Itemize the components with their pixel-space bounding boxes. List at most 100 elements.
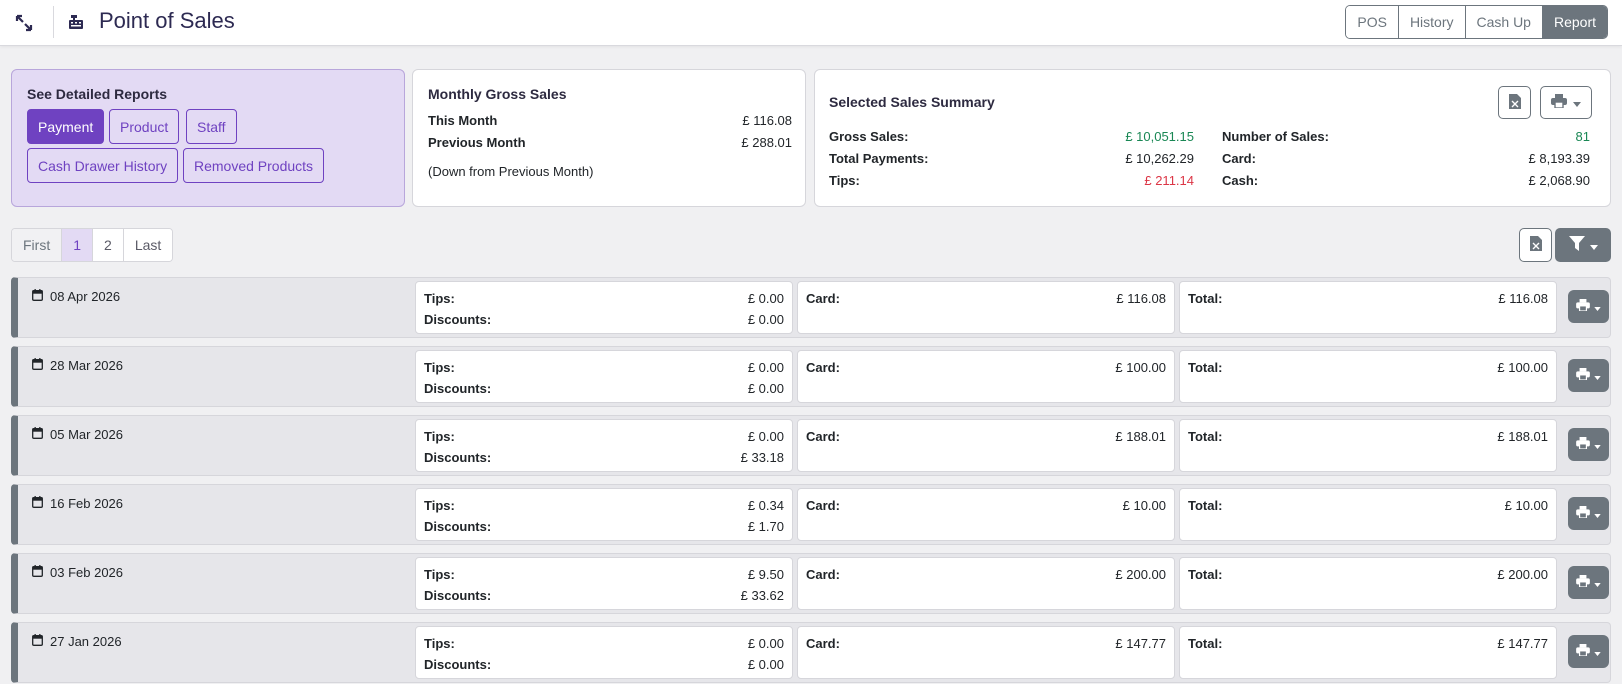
cash-drawer-history-button[interactable]: Cash Drawer History xyxy=(27,148,179,183)
printer-icon xyxy=(1576,368,1590,383)
total-value: £ 147.77 xyxy=(1497,636,1548,651)
sales-day-row[interactable]: 03 Feb 2026 Tips: £ 9.50 Discounts: £ 33… xyxy=(11,553,1611,614)
card-label: Card: xyxy=(806,291,840,306)
row-date-text: 16 Feb 2026 xyxy=(50,496,124,511)
card-cell: Card: £ 188.01 xyxy=(797,419,1175,472)
total-value: £ 116.08 xyxy=(1498,291,1548,306)
discounts-label: Discounts: xyxy=(424,312,492,327)
card-cell: Card: £ 200.00 xyxy=(797,557,1175,610)
tips-label: Tips: xyxy=(424,498,455,513)
summary-cash-value: £ 2,068.90 xyxy=(1528,173,1590,188)
row-print-button[interactable] xyxy=(1568,566,1609,599)
row-date: 05 Mar 2026 xyxy=(32,427,123,442)
card-label: Card: xyxy=(806,567,840,582)
discounts-value: £ 0.00 xyxy=(747,381,784,396)
sales-day-row[interactable]: 27 Jan 2026 Tips: £ 0.00 Discounts: £ 0.… xyxy=(11,622,1611,683)
card-value: £ 10.00 xyxy=(1122,498,1166,513)
page-first[interactable]: First xyxy=(12,229,63,261)
detailed-reports-title: See Detailed Reports xyxy=(27,86,168,102)
row-date-text: 05 Mar 2026 xyxy=(50,427,123,442)
this-month-label: This Month xyxy=(428,113,498,128)
printer-icon xyxy=(1576,506,1590,521)
tips-discounts-cell: Tips: £ 9.50 Discounts: £ 33.62 xyxy=(415,557,793,610)
row-date-text: 28 Mar 2026 xyxy=(50,358,123,373)
summary-card-value: £ 8,193.39 xyxy=(1528,151,1590,166)
row-print-button[interactable] xyxy=(1568,497,1609,530)
discounts-value: £ 33.62 xyxy=(740,588,784,603)
nav-report[interactable]: Report xyxy=(1542,6,1607,38)
cash-register-icon xyxy=(66,12,86,32)
card-label: Card: xyxy=(806,360,840,375)
export-excel-button[interactable] xyxy=(1498,86,1531,119)
expand-icon[interactable] xyxy=(10,10,38,36)
card-label: Card: xyxy=(806,498,840,513)
card-cell: Card: £ 10.00 xyxy=(797,488,1175,541)
total-cell: Total: £ 147.77 xyxy=(1179,626,1557,679)
total-cell: Total: £ 200.00 xyxy=(1179,557,1557,610)
filter-button[interactable] xyxy=(1555,228,1611,262)
export-list-excel-button[interactable] xyxy=(1519,228,1552,262)
page-1[interactable]: 1 xyxy=(62,229,94,261)
calendar-icon xyxy=(32,565,43,580)
row-date: 03 Feb 2026 xyxy=(32,565,123,580)
nav-pos[interactable]: POS xyxy=(1346,6,1399,38)
nav-history[interactable]: History xyxy=(1398,6,1466,38)
discounts-label: Discounts: xyxy=(424,657,492,672)
card-cell: Card: £ 116.08 xyxy=(797,281,1175,334)
summary-tips-value: £ 211.14 xyxy=(1144,173,1194,188)
total-value: £ 100.00 xyxy=(1497,360,1548,375)
payment-report-button[interactable]: Payment xyxy=(27,109,105,144)
row-date-text: 03 Feb 2026 xyxy=(50,565,124,580)
tips-label: Tips: xyxy=(424,429,455,444)
row-date-text: 08 Apr 2026 xyxy=(50,289,121,304)
card-value: £ 100.00 xyxy=(1115,360,1166,375)
sales-summary-title: Selected Sales Summary xyxy=(829,94,995,110)
sales-day-row[interactable]: 16 Feb 2026 Tips: £ 0.34 Discounts: £ 1.… xyxy=(11,484,1611,545)
total-payments-label: Total Payments: xyxy=(829,151,929,166)
card-cell: Card: £ 147.77 xyxy=(797,626,1175,679)
discounts-label: Discounts: xyxy=(424,381,492,396)
print-summary-button[interactable] xyxy=(1540,86,1592,119)
sales-day-row[interactable]: 28 Mar 2026 Tips: £ 0.00 Discounts: £ 0.… xyxy=(11,346,1611,407)
row-print-button[interactable] xyxy=(1568,428,1609,461)
row-print-button[interactable] xyxy=(1568,635,1609,668)
total-value: £ 188.01 xyxy=(1497,429,1548,444)
gross-sales-label: Gross Sales: xyxy=(829,129,909,144)
card-value: £ 116.08 xyxy=(1116,291,1166,306)
total-value: £ 200.00 xyxy=(1497,567,1548,582)
sales-day-row[interactable]: 08 Apr 2026 Tips: £ 0.00 Discounts: £ 0.… xyxy=(11,277,1611,338)
staff-report-button[interactable]: Staff xyxy=(186,109,237,144)
total-cell: Total: £ 188.01 xyxy=(1179,419,1557,472)
total-label: Total: xyxy=(1188,636,1223,651)
row-print-button[interactable] xyxy=(1568,359,1609,392)
total-label: Total: xyxy=(1188,498,1223,513)
printer-icon xyxy=(1576,575,1590,590)
main-nav: POS History Cash Up Report xyxy=(1345,5,1608,39)
tips-label: Tips: xyxy=(424,360,455,375)
nav-cash-up[interactable]: Cash Up xyxy=(1465,6,1543,38)
card-label: Card: xyxy=(806,429,840,444)
calendar-icon xyxy=(32,289,43,304)
chevron-down-icon xyxy=(1594,437,1601,452)
detailed-reports-card: See Detailed Reports Payment Product Sta… xyxy=(11,69,405,207)
removed-products-button[interactable]: Removed Products xyxy=(183,148,325,183)
total-payments-value: £ 10,262.29 xyxy=(1125,151,1194,166)
summary-tips-label: Tips: xyxy=(829,173,860,188)
printer-icon xyxy=(1551,94,1567,111)
chevron-down-icon xyxy=(1594,506,1601,521)
page-last[interactable]: Last xyxy=(123,229,173,261)
total-cell: Total: £ 10.00 xyxy=(1179,488,1557,541)
calendar-icon xyxy=(32,496,43,511)
chevron-down-icon xyxy=(1594,368,1601,383)
row-print-button[interactable] xyxy=(1568,290,1609,323)
card-value: £ 188.01 xyxy=(1115,429,1166,444)
tips-value: £ 0.00 xyxy=(747,291,784,306)
calendar-icon xyxy=(32,358,43,373)
page-2[interactable]: 2 xyxy=(93,229,124,261)
header-divider xyxy=(53,6,54,38)
sales-day-row[interactable]: 05 Mar 2026 Tips: £ 0.00 Discounts: £ 33… xyxy=(11,415,1611,476)
total-label: Total: xyxy=(1188,429,1223,444)
chevron-down-icon xyxy=(1594,644,1601,659)
product-report-button[interactable]: Product xyxy=(109,109,180,144)
tips-value: £ 0.00 xyxy=(747,636,784,651)
